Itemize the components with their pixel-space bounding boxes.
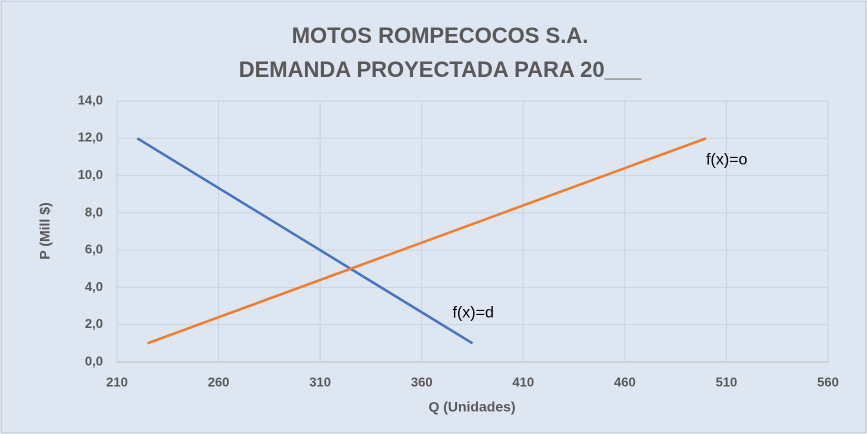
y-tick-label: 4,0 (85, 279, 103, 294)
x-tick-label: 260 (208, 374, 230, 389)
x-tick-label: 560 (817, 374, 839, 389)
y-tick-label: 6,0 (85, 242, 103, 257)
y-tick-label: 14,0 (78, 92, 103, 107)
y-tick-label: 0,0 (85, 353, 103, 368)
x-tick-label: 510 (716, 374, 738, 389)
chart-subtitle: DEMANDA PROYECTADA PARA 20___ (239, 57, 642, 82)
series-annotation: f(x)=o (706, 152, 747, 169)
series-annotation: f(x)=d (453, 305, 494, 322)
line (147, 137, 707, 345)
y-axis-label: P (Mill $) (37, 202, 53, 259)
x-tick-label: 210 (106, 374, 128, 389)
line (136, 137, 474, 345)
x-tick-label: 460 (614, 374, 636, 389)
y-tick-label: 10,0 (78, 167, 103, 182)
y-tick-label: 12,0 (78, 130, 103, 145)
x-tick-label: 410 (512, 374, 534, 389)
y-tick-label: 2,0 (85, 316, 103, 331)
x-axis-label: Q (Unidades) (428, 399, 515, 415)
y-tick-label: 8,0 (85, 204, 103, 219)
x-tick-label: 360 (411, 374, 433, 389)
chart-title: MOTOS ROMPECOCOS S.A. (292, 23, 589, 48)
x-tick-label: 310 (309, 374, 331, 389)
